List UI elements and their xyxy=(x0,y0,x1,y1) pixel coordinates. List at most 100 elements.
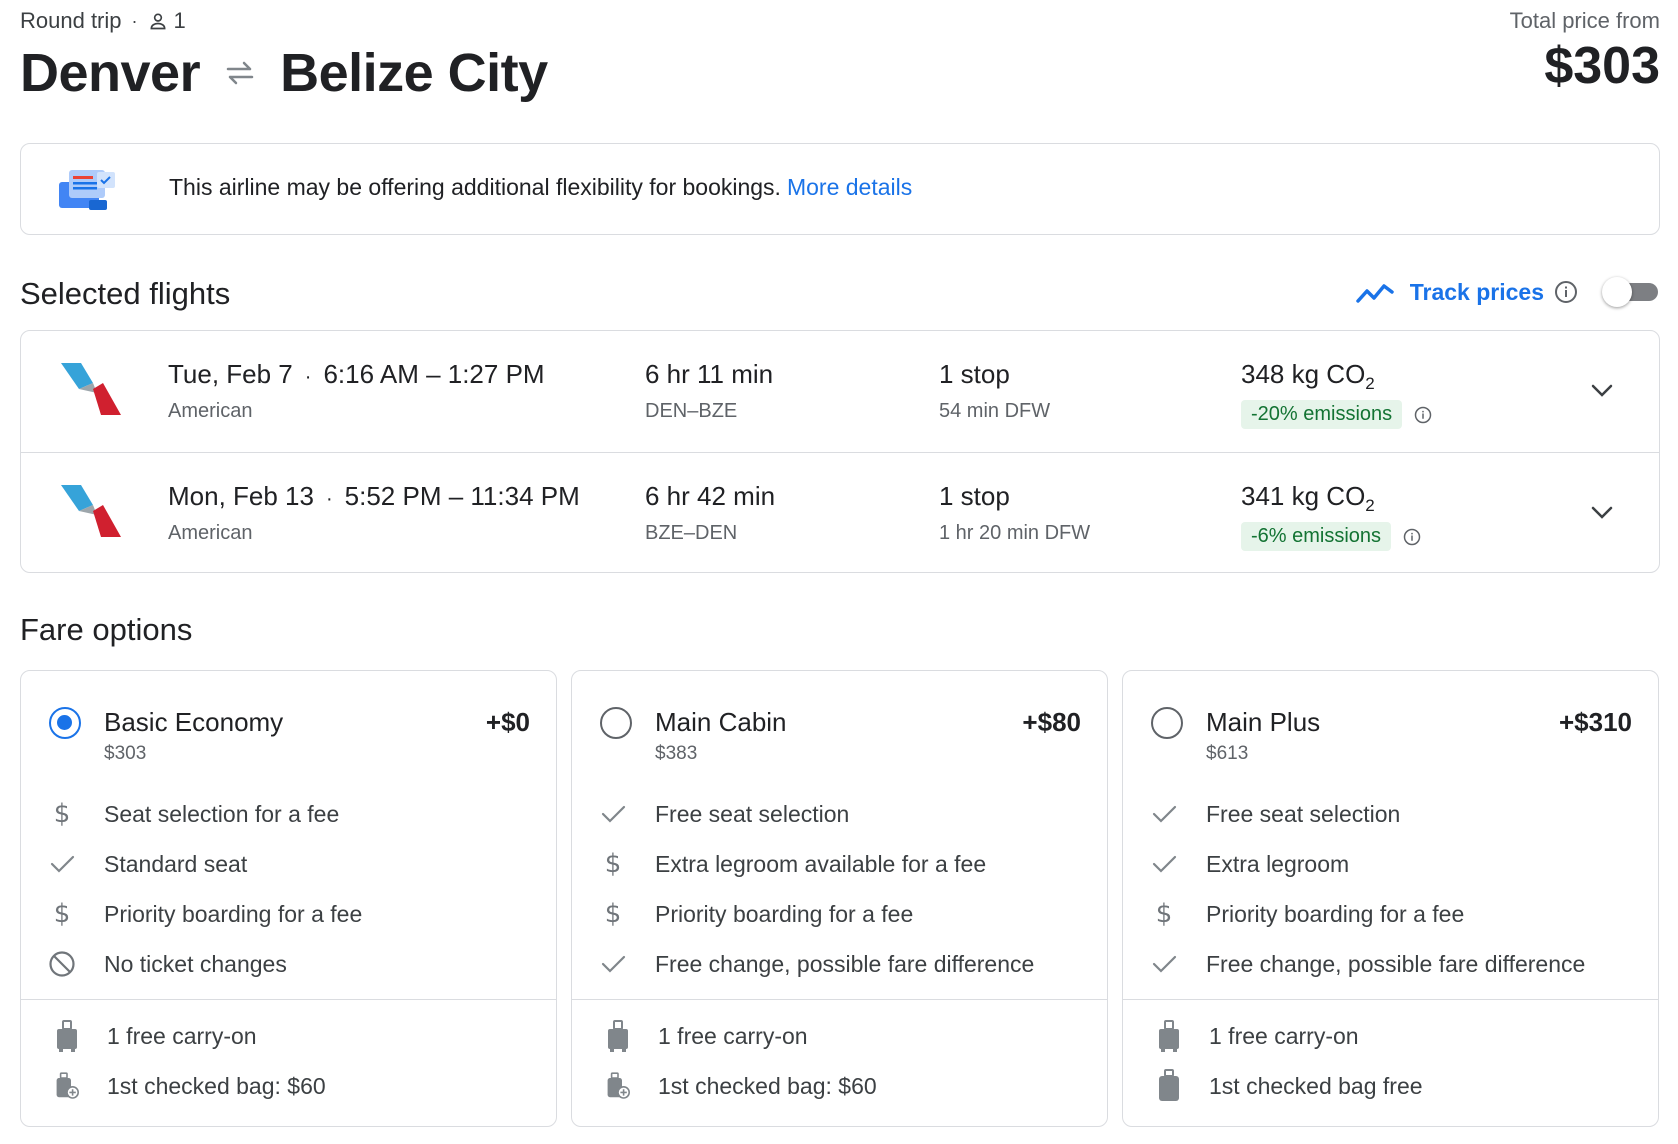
flight-layover: 54 min DFW xyxy=(939,400,1051,422)
baggage-item: 1st checked bag free xyxy=(1157,1069,1423,1103)
info-icon[interactable] xyxy=(1414,406,1432,424)
divider xyxy=(21,999,556,1000)
fare-feature: Free change, possible fare difference xyxy=(598,949,1034,979)
track-prices[interactable]: Track prices xyxy=(1355,272,1660,312)
separator-dot: · xyxy=(325,488,333,510)
fare-name: Main Plus xyxy=(1206,707,1321,737)
fare-feature-text: Extra legroom xyxy=(1206,850,1350,877)
fare-feature-text: Free seat selection xyxy=(655,800,850,827)
fare-feature-text: Standard seat xyxy=(104,850,248,877)
american-airlines-logo-icon xyxy=(61,363,121,415)
check-icon xyxy=(1149,849,1179,879)
flight-route: DEN–BZE xyxy=(645,400,738,422)
baggage-item: 1 free carry-on xyxy=(606,1019,808,1053)
booking-illustration-icon xyxy=(59,170,115,210)
fare-name: Basic Economy xyxy=(104,707,284,737)
fare-feature: Free seat selection xyxy=(1149,799,1400,829)
passenger-count[interactable]: 1 xyxy=(148,8,186,34)
fare-feature-text: Free change, possible fare difference xyxy=(1206,950,1586,977)
fare-price-difference: +$0 xyxy=(485,707,530,737)
airline-name: American xyxy=(168,522,253,544)
flight-row-return[interactable]: Mon, Feb 13 · 5:52 PM – 11:34 PM American … xyxy=(21,452,1659,572)
chevron-down-icon[interactable] xyxy=(1589,499,1615,525)
baggage-text: 1st checked bag: $60 xyxy=(658,1072,877,1099)
fare-card-main-cabin[interactable]: Main Cabin $383 +$80 Free seat selection $ Ex… xyxy=(571,670,1108,1127)
fare-feature: No ticket changes xyxy=(47,949,287,979)
carry-on-icon xyxy=(606,1019,630,1053)
fare-feature-text: Extra legroom available for a fee xyxy=(655,850,987,877)
dollar-icon: $ xyxy=(604,849,622,879)
fare-name: Main Cabin xyxy=(655,707,787,737)
fare-feature: $ Extra legroom available for a fee xyxy=(598,849,986,879)
chevron-down-icon[interactable] xyxy=(1589,377,1615,403)
fare-feature-text: Priority boarding for a fee xyxy=(104,900,363,927)
check-icon xyxy=(1149,799,1179,829)
baggage-text: 1 free carry-on xyxy=(658,1022,808,1049)
fare-radio[interactable] xyxy=(49,707,81,739)
fare-total-price: $303 xyxy=(104,743,147,764)
fare-feature: Free change, possible fare difference xyxy=(1149,949,1585,979)
notice-text: This airline may be offering additional … xyxy=(169,174,912,201)
flight-date: Tue, Feb 7 xyxy=(168,359,293,389)
info-icon[interactable] xyxy=(1403,528,1421,546)
baggage-item: 1st checked bag: $60 xyxy=(606,1069,877,1103)
emissions-badge: -6% emissions xyxy=(1241,522,1392,552)
carry-on-icon xyxy=(1157,1019,1181,1053)
track-prices-label[interactable]: Track prices xyxy=(1409,278,1544,305)
fare-total-price: $383 xyxy=(655,743,698,764)
fare-radio[interactable] xyxy=(600,707,632,739)
fare-feature-text: Seat selection for a fee xyxy=(104,800,340,827)
baggage-item: 1 free carry-on xyxy=(1157,1019,1359,1053)
flight-row-outbound[interactable]: Tue, Feb 7 · 6:16 AM – 1:27 PM American 6 … xyxy=(21,331,1659,451)
co2-amount: 348 kg CO2 xyxy=(1241,359,1432,394)
flight-times: 6:16 AM – 1:27 PM xyxy=(323,359,545,389)
trip-type[interactable]: Round trip xyxy=(20,8,122,33)
dollar-icon: $ xyxy=(53,899,71,929)
dollar-icon: $ xyxy=(1155,899,1173,929)
track-prices-toggle[interactable] xyxy=(1602,277,1660,307)
separator-dot: · xyxy=(131,10,138,31)
co2-value: 348 kg CO xyxy=(1241,359,1366,389)
checked-bag-fee-icon xyxy=(606,1069,630,1103)
fare-radio[interactable] xyxy=(1151,707,1183,739)
check-icon xyxy=(1149,949,1179,979)
co2-subscript: 2 xyxy=(1365,374,1375,394)
emissions-badge: -20% emissions xyxy=(1241,400,1403,430)
info-icon[interactable] xyxy=(1554,280,1578,304)
fare-feature: Free seat selection xyxy=(598,799,849,829)
flight-date: Mon, Feb 13 xyxy=(168,481,314,511)
toggle-knob xyxy=(1602,277,1632,307)
flight-times: 5:52 PM – 11:34 PM xyxy=(344,481,580,511)
fare-feature: $ Priority boarding for a fee xyxy=(598,899,914,929)
fare-price-difference: +$310 xyxy=(1558,707,1632,737)
flight-stops: 1 stop xyxy=(939,359,1010,389)
check-icon xyxy=(598,799,628,829)
separator-dot: · xyxy=(304,366,312,388)
fare-options-title: Fare options xyxy=(20,612,193,647)
divider xyxy=(1123,999,1658,1000)
flight-duration: 6 hr 11 min xyxy=(645,359,774,389)
fare-feature-text: Priority boarding for a fee xyxy=(655,900,914,927)
co2-subscript: 2 xyxy=(1365,496,1375,516)
selected-flights-list: Tue, Feb 7 · 6:16 AM – 1:27 PM American 6 … xyxy=(20,330,1660,573)
fare-feature: Standard seat xyxy=(47,849,247,879)
fare-card-main-plus[interactable]: Main Plus $613 +$310 Free seat selection Ext… xyxy=(1122,670,1659,1127)
fare-price-difference: +$80 xyxy=(1022,707,1081,737)
price-label: Total price from xyxy=(1509,8,1660,33)
flight-layover: 1 hr 20 min DFW xyxy=(939,522,1091,544)
price-value: $303 xyxy=(1544,37,1660,95)
carry-on-icon xyxy=(55,1019,79,1053)
check-icon xyxy=(47,849,77,879)
round-trip-arrows-icon xyxy=(226,61,254,85)
fare-card-basic-economy[interactable]: Basic Economy $303 +$0 $ Seat selection for … xyxy=(20,670,557,1127)
dollar-icon: $ xyxy=(53,799,71,829)
airline-name: American xyxy=(168,400,253,422)
co2-amount: 341 kg CO2 xyxy=(1241,481,1421,516)
fare-feature: $ Priority boarding for a fee xyxy=(47,899,363,929)
flight-stops: 1 stop xyxy=(939,481,1010,511)
more-details-link[interactable]: More details xyxy=(786,174,913,200)
baggage-text: 1 free carry-on xyxy=(107,1022,257,1049)
notice-message: This airline may be offering additional … xyxy=(169,174,781,200)
flight-date-time: Mon, Feb 13 · 5:52 PM – 11:34 PM xyxy=(168,481,580,512)
person-icon xyxy=(150,13,166,30)
